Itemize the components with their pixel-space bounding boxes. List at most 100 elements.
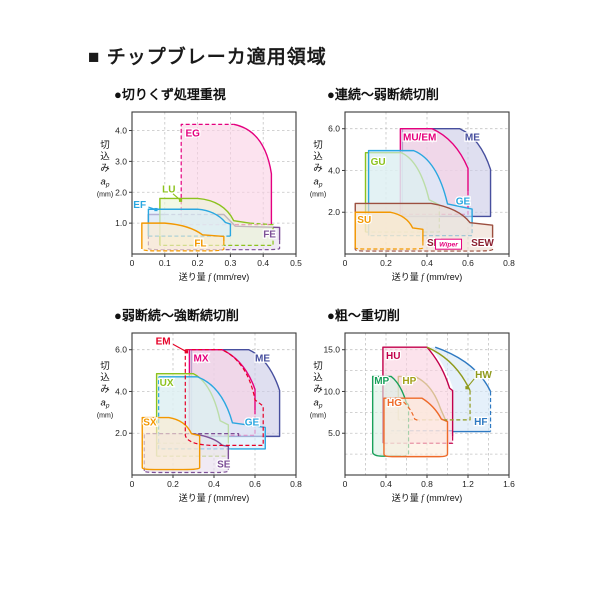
region-SU: [354, 211, 424, 250]
svg-text:0.4: 0.4: [257, 258, 269, 268]
svg-text:4.0: 4.0: [328, 165, 340, 175]
region-EM: [184, 349, 264, 446]
svg-text:0.6: 0.6: [462, 258, 474, 268]
svg-text:0.4: 0.4: [380, 479, 392, 489]
region-label-MX: MX: [194, 354, 209, 365]
region-label-LU: LU: [162, 185, 175, 196]
svg-text:1.6: 1.6: [503, 479, 515, 489]
chart-subtitle: ●連続〜弱断続切削: [327, 87, 439, 102]
x-axis-title: 送り量 f (mm/rev): [392, 492, 463, 503]
chart-cell-interrupted: ●弱断続〜強断続切削 ME MX UX GE SE SX EM 0 0.2 0.4 0.6 0.8 2.…: [92, 305, 305, 517]
x-axis-title: 送り量 f (mm/rev): [179, 271, 250, 282]
svg-text:0.2: 0.2: [380, 258, 392, 268]
svg-text:1.2: 1.2: [462, 479, 474, 489]
svg-text:み: み: [313, 163, 323, 174]
chart-svg-light-heavy-interrupted: ME MX UX GE SE SX EM 0 0.2 0.4 0.6 0.8 2.0 4.0 6.0 送り量 …: [97, 332, 302, 503]
svg-text:ap: ap: [314, 398, 323, 410]
svg-text:(mm): (mm): [97, 192, 113, 199]
region-label-EM: EM: [156, 336, 171, 347]
svg-text:6.0: 6.0: [328, 124, 340, 134]
svg-text:0: 0: [130, 479, 135, 489]
svg-text:0.4: 0.4: [421, 258, 433, 268]
svg-text:0.8: 0.8: [421, 479, 433, 489]
svg-text:み: み: [313, 384, 323, 395]
svg-text:0.6: 0.6: [249, 479, 261, 489]
pointer-EF: [148, 206, 158, 212]
chart-cell-continuous: ●連続〜弱断続切削 ME MU/EM GU GE SE SEW SU Wiper 0 0.2 0.4…: [305, 84, 518, 296]
region-label-GU: GU: [371, 157, 386, 168]
svg-text:0.1: 0.1: [159, 258, 171, 268]
svg-text:15.0: 15.0: [323, 345, 340, 355]
y-axis-title: 切込み ap (mm): [97, 361, 113, 420]
svg-text:3.0: 3.0: [115, 156, 127, 166]
chart-canvas-continuous: ME MU/EM GU GE SE SEW SU Wiper 0 0.2 0.4 0.6 0.8 2.0 4…: [305, 104, 517, 296]
svg-text:0.8: 0.8: [503, 258, 515, 268]
svg-text:2.0: 2.0: [328, 207, 340, 217]
svg-text:10.0: 10.0: [323, 386, 340, 396]
x-axis-title: 送り量 f (mm/rev): [392, 271, 463, 282]
svg-text:0.2: 0.2: [192, 258, 204, 268]
svg-text:込: 込: [100, 373, 110, 384]
region-label-HW: HW: [475, 370, 492, 381]
chart-canvas-chip-control: EG FE LU EF FL 0 0.1 0.2 0.3 0.4 0.5 1.0 2.0 3.0 4.0 送り…: [92, 104, 304, 296]
chart-svg-chip-control: EG FE LU EF FL 0 0.1 0.2 0.3 0.4 0.5 1.0 2.0 3.0 4.0 送り…: [97, 111, 302, 282]
region-label-GE: GE: [245, 417, 260, 428]
charts-grid: ●切りくず処理重視 EG FE LU EF FL 0 0.1 0.2 0.3 0.4 0.5 1.0 2…: [92, 84, 522, 517]
region-label-UX: UX: [160, 378, 174, 389]
wiper-badge: Wiper: [435, 238, 463, 250]
region-label-FE: FE: [263, 230, 276, 241]
chart-subtitle: ●弱断続〜強断続切削: [114, 308, 239, 323]
region-label-ME: ME: [465, 133, 480, 144]
region-label-EF: EF: [133, 200, 146, 211]
svg-text:0.5: 0.5: [290, 258, 302, 268]
chart-svg-rough-heavy: HF HP HU MP HG HW 0 0.4 0.8 1.2 1.6 5.0 10.0 15.0 送り量 …: [310, 332, 515, 503]
region-label-EG: EG: [185, 128, 200, 139]
svg-text:切: 切: [313, 140, 323, 151]
svg-text:0: 0: [343, 479, 348, 489]
y-ticks: 5.0 10.0 15.0: [323, 345, 345, 438]
svg-text:ap: ap: [101, 177, 110, 189]
svg-text:0: 0: [130, 258, 135, 268]
chart-cell-chip-control: ●切りくず処理重視 EG FE LU EF FL 0 0.1 0.2 0.3 0.4 0.5 1.0 2…: [92, 84, 305, 296]
svg-text:ap: ap: [101, 398, 110, 410]
region-label-SX: SX: [143, 417, 157, 428]
svg-text:1.0: 1.0: [115, 218, 127, 228]
y-ticks: 2.0 4.0 6.0: [115, 345, 132, 438]
region-label-SE: SE: [217, 460, 231, 471]
svg-text:0: 0: [343, 258, 348, 268]
svg-text:込: 込: [313, 152, 323, 163]
region-HG: [383, 397, 449, 458]
svg-text:切: 切: [313, 361, 323, 372]
page-title: ■ チップブレーカ適用領域: [88, 47, 327, 68]
svg-text:込: 込: [100, 152, 110, 163]
svg-text:2.0: 2.0: [115, 187, 127, 197]
region-label-HG: HG: [387, 398, 402, 409]
chart-subtitle: ●粗〜重切削: [327, 308, 400, 323]
region-label-HP: HP: [402, 376, 416, 387]
y-ticks: 1.0 2.0 3.0 4.0: [115, 126, 132, 228]
svg-text:み: み: [100, 163, 110, 174]
y-axis-title: 切込み ap (mm): [310, 361, 326, 420]
chart-canvas-rough-heavy: HF HP HU MP HG HW 0 0.4 0.8 1.2 1.6 5.0 10.0 15.0 送り量 …: [305, 325, 517, 517]
svg-text:0.3: 0.3: [224, 258, 236, 268]
svg-text:Wiper: Wiper: [439, 241, 458, 248]
region-FL: [141, 222, 225, 252]
svg-text:2.0: 2.0: [115, 428, 127, 438]
svg-text:0.4: 0.4: [208, 479, 220, 489]
svg-text:み: み: [100, 384, 110, 395]
region-label-SU: SU: [357, 215, 371, 226]
region-label-FL: FL: [194, 238, 206, 249]
svg-text:5.0: 5.0: [328, 428, 340, 438]
pointer-HW: [465, 378, 475, 390]
y-axis-title: 切込み ap (mm): [310, 140, 326, 199]
svg-text:込: 込: [313, 373, 323, 384]
x-ticks: 0 0.2 0.4 0.6 0.8: [343, 254, 515, 268]
svg-text:ap: ap: [314, 177, 323, 189]
svg-text:切: 切: [100, 361, 110, 372]
svg-text:4.0: 4.0: [115, 386, 127, 396]
region-HW: [426, 346, 471, 421]
svg-text:4.0: 4.0: [115, 126, 127, 136]
y-axis-title: 切込み ap (mm): [97, 140, 113, 199]
